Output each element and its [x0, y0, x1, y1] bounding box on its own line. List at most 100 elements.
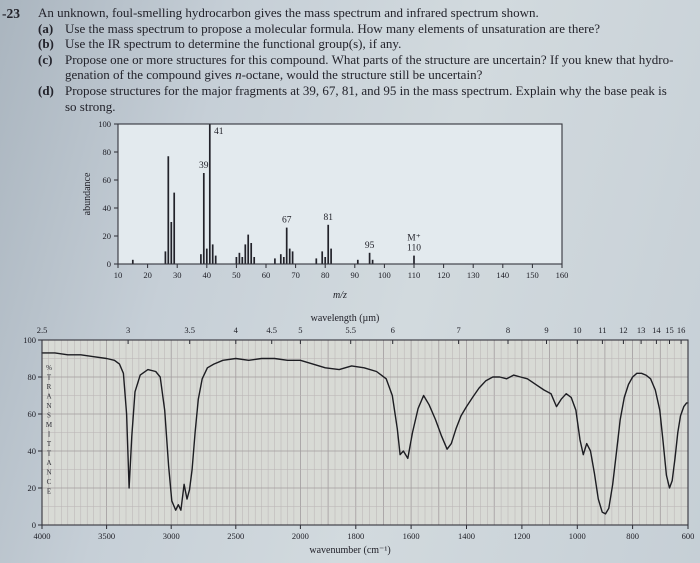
problem-items: (a) Use the mass spectrum to propose a mo… [38, 21, 694, 115]
svg-text:80: 80 [28, 372, 37, 382]
item-label: (d) [38, 82, 54, 98]
svg-text:40: 40 [203, 270, 212, 280]
svg-text:160: 160 [556, 270, 569, 280]
ms-x-axis: 10 20 30 40 50 60 70 80 90 100 110 120 130 140 150 160 [114, 264, 569, 280]
svg-text:800: 800 [626, 531, 639, 541]
svg-text:40: 40 [103, 203, 112, 213]
ir-spectrum-chart: 2.5 3 3.5 4 4.5 5 5.5 6 7 8 9 10 11 12 13 14 15 16 wavelen… [0, 312, 700, 563]
ir-bottom-axis-label: wavenumber (cm⁻¹) [309, 545, 390, 556]
svg-text:30: 30 [173, 270, 182, 280]
ms-bars [131, 124, 415, 264]
item-line: Propose structures for the major fragmen… [65, 82, 667, 98]
svg-text:90: 90 [351, 270, 360, 280]
svg-text:60: 60 [103, 175, 112, 185]
svg-text:1400: 1400 [458, 531, 475, 541]
svg-text:12: 12 [619, 325, 628, 335]
svg-text:3000: 3000 [163, 531, 180, 541]
svg-text:100: 100 [23, 335, 36, 345]
problem-item: (c) Propose one or more structures for th… [38, 52, 694, 83]
ir-yaxis-label-letter: T [47, 374, 52, 382]
ir-yaxis-label-letter: S [47, 412, 51, 420]
problem-item: (b) Use the IR spectrum to determine the … [38, 36, 694, 52]
ir-yaxis-label-letter: % [46, 364, 52, 372]
svg-text:0: 0 [32, 520, 36, 530]
ms-peak-label: M⁺ [407, 234, 420, 244]
item-line: Propose one or more structures for this … [65, 51, 674, 67]
item-text: Use the mass spectrum to propose a molec… [65, 21, 694, 37]
item-text: Propose structures for the major fragmen… [65, 83, 694, 114]
ir-yaxis-label-letter: M [46, 421, 53, 429]
svg-text:4000: 4000 [34, 531, 51, 541]
svg-text:8: 8 [506, 325, 510, 335]
ms-peak-label: 39 [199, 161, 209, 171]
svg-text:5: 5 [298, 325, 302, 335]
svg-text:3500: 3500 [98, 531, 115, 541]
item-line: Use the IR spectrum to determine the fun… [65, 36, 402, 52]
problem-item: (a) Use the mass spectrum to propose a mo… [38, 21, 694, 37]
svg-text:120: 120 [437, 270, 450, 280]
svg-text:20: 20 [28, 483, 37, 493]
svg-text:80: 80 [103, 147, 112, 157]
svg-text:70: 70 [291, 270, 300, 280]
svg-text:4.5: 4.5 [266, 325, 277, 335]
svg-text:60: 60 [262, 270, 271, 280]
problem-number: -23 [2, 6, 20, 21]
svg-text:600: 600 [682, 531, 695, 541]
ir-top-axis: 2.5 3 3.5 4 4.5 5 5.5 6 7 8 9 10 11 12 13 14 15 16 wavelen… [37, 313, 686, 344]
svg-text:15: 15 [665, 325, 674, 335]
svg-text:2500: 2500 [227, 531, 244, 541]
ir-yaxis-label-letter: A [46, 459, 51, 467]
svg-text:13: 13 [637, 325, 646, 335]
svg-text:40: 40 [28, 446, 37, 456]
ir-spectrum-svg: 2.5 3 3.5 4 4.5 5 5.5 6 7 8 9 10 11 12 13 14 15 16 wavelen… [23, 313, 695, 556]
svg-text:6: 6 [391, 325, 395, 335]
ms-yaxis-label: abundance [82, 172, 93, 215]
ms-peak-label: 41 [214, 127, 224, 137]
svg-text:20: 20 [103, 231, 112, 241]
svg-text:10: 10 [114, 270, 123, 280]
svg-text:14: 14 [652, 325, 661, 335]
ir-yaxis-label-letter: E [47, 488, 51, 496]
svg-text:1000: 1000 [569, 531, 586, 541]
svg-text:2.5: 2.5 [37, 325, 48, 335]
svg-text:100: 100 [378, 270, 391, 280]
ir-curve [41, 352, 689, 515]
ms-plot-area [118, 124, 562, 264]
svg-text:150: 150 [526, 270, 539, 280]
svg-text:50: 50 [232, 270, 241, 280]
svg-text:16: 16 [677, 325, 686, 335]
ms-y-axis: 0 20 40 60 80 100 [98, 119, 118, 269]
svg-text:130: 130 [467, 270, 480, 280]
svg-text:11: 11 [598, 325, 606, 335]
svg-text:140: 140 [496, 270, 509, 280]
ir-yaxis-label-letter: T [47, 440, 52, 448]
svg-text:5.5: 5.5 [345, 325, 356, 335]
svg-text:110: 110 [408, 270, 420, 280]
svg-text:1200: 1200 [513, 531, 530, 541]
mass-spectrum-chart: 0 20 40 60 80 100 10 20 30 40 50 60 70 80 90 100 110 120 1… [70, 112, 580, 308]
item-text: Propose one or more structures for this … [65, 52, 694, 83]
ir-top-axis-label: wavelength (µm) [311, 313, 380, 324]
ms-peak-label: 81 [323, 213, 333, 223]
ir-bottom-axis: 4000 3500 3000 2500 2000 1800 1600 1400 1200 1000… [34, 525, 695, 556]
item-line: Use the mass spectrum to propose a molec… [65, 20, 600, 36]
problem-item: (d) Propose structures for the major frag… [38, 83, 694, 114]
ir-yaxis-label-letter: R [47, 383, 52, 391]
ir-yaxis-label-letter: N [46, 469, 51, 477]
svg-text:4: 4 [234, 325, 239, 335]
problem-text: An unknown, foul-smelling hydrocarbon gi… [38, 5, 694, 114]
svg-text:80: 80 [321, 270, 330, 280]
ms-peak-labels: 39 41 67 81 95 M⁺110 [199, 127, 421, 254]
ir-yaxis-label-letter: C [47, 478, 52, 486]
item-label: (b) [38, 36, 54, 52]
ir-gridlines [41, 340, 689, 525]
item-line: so strong. [65, 98, 116, 114]
ms-peak-label: 110 [407, 244, 421, 254]
svg-text:2000: 2000 [292, 531, 309, 541]
svg-text:1600: 1600 [403, 531, 420, 541]
ms-peak-label: 95 [365, 241, 375, 251]
ms-peak-label: 67 [282, 216, 292, 226]
svg-text:10: 10 [573, 325, 582, 335]
